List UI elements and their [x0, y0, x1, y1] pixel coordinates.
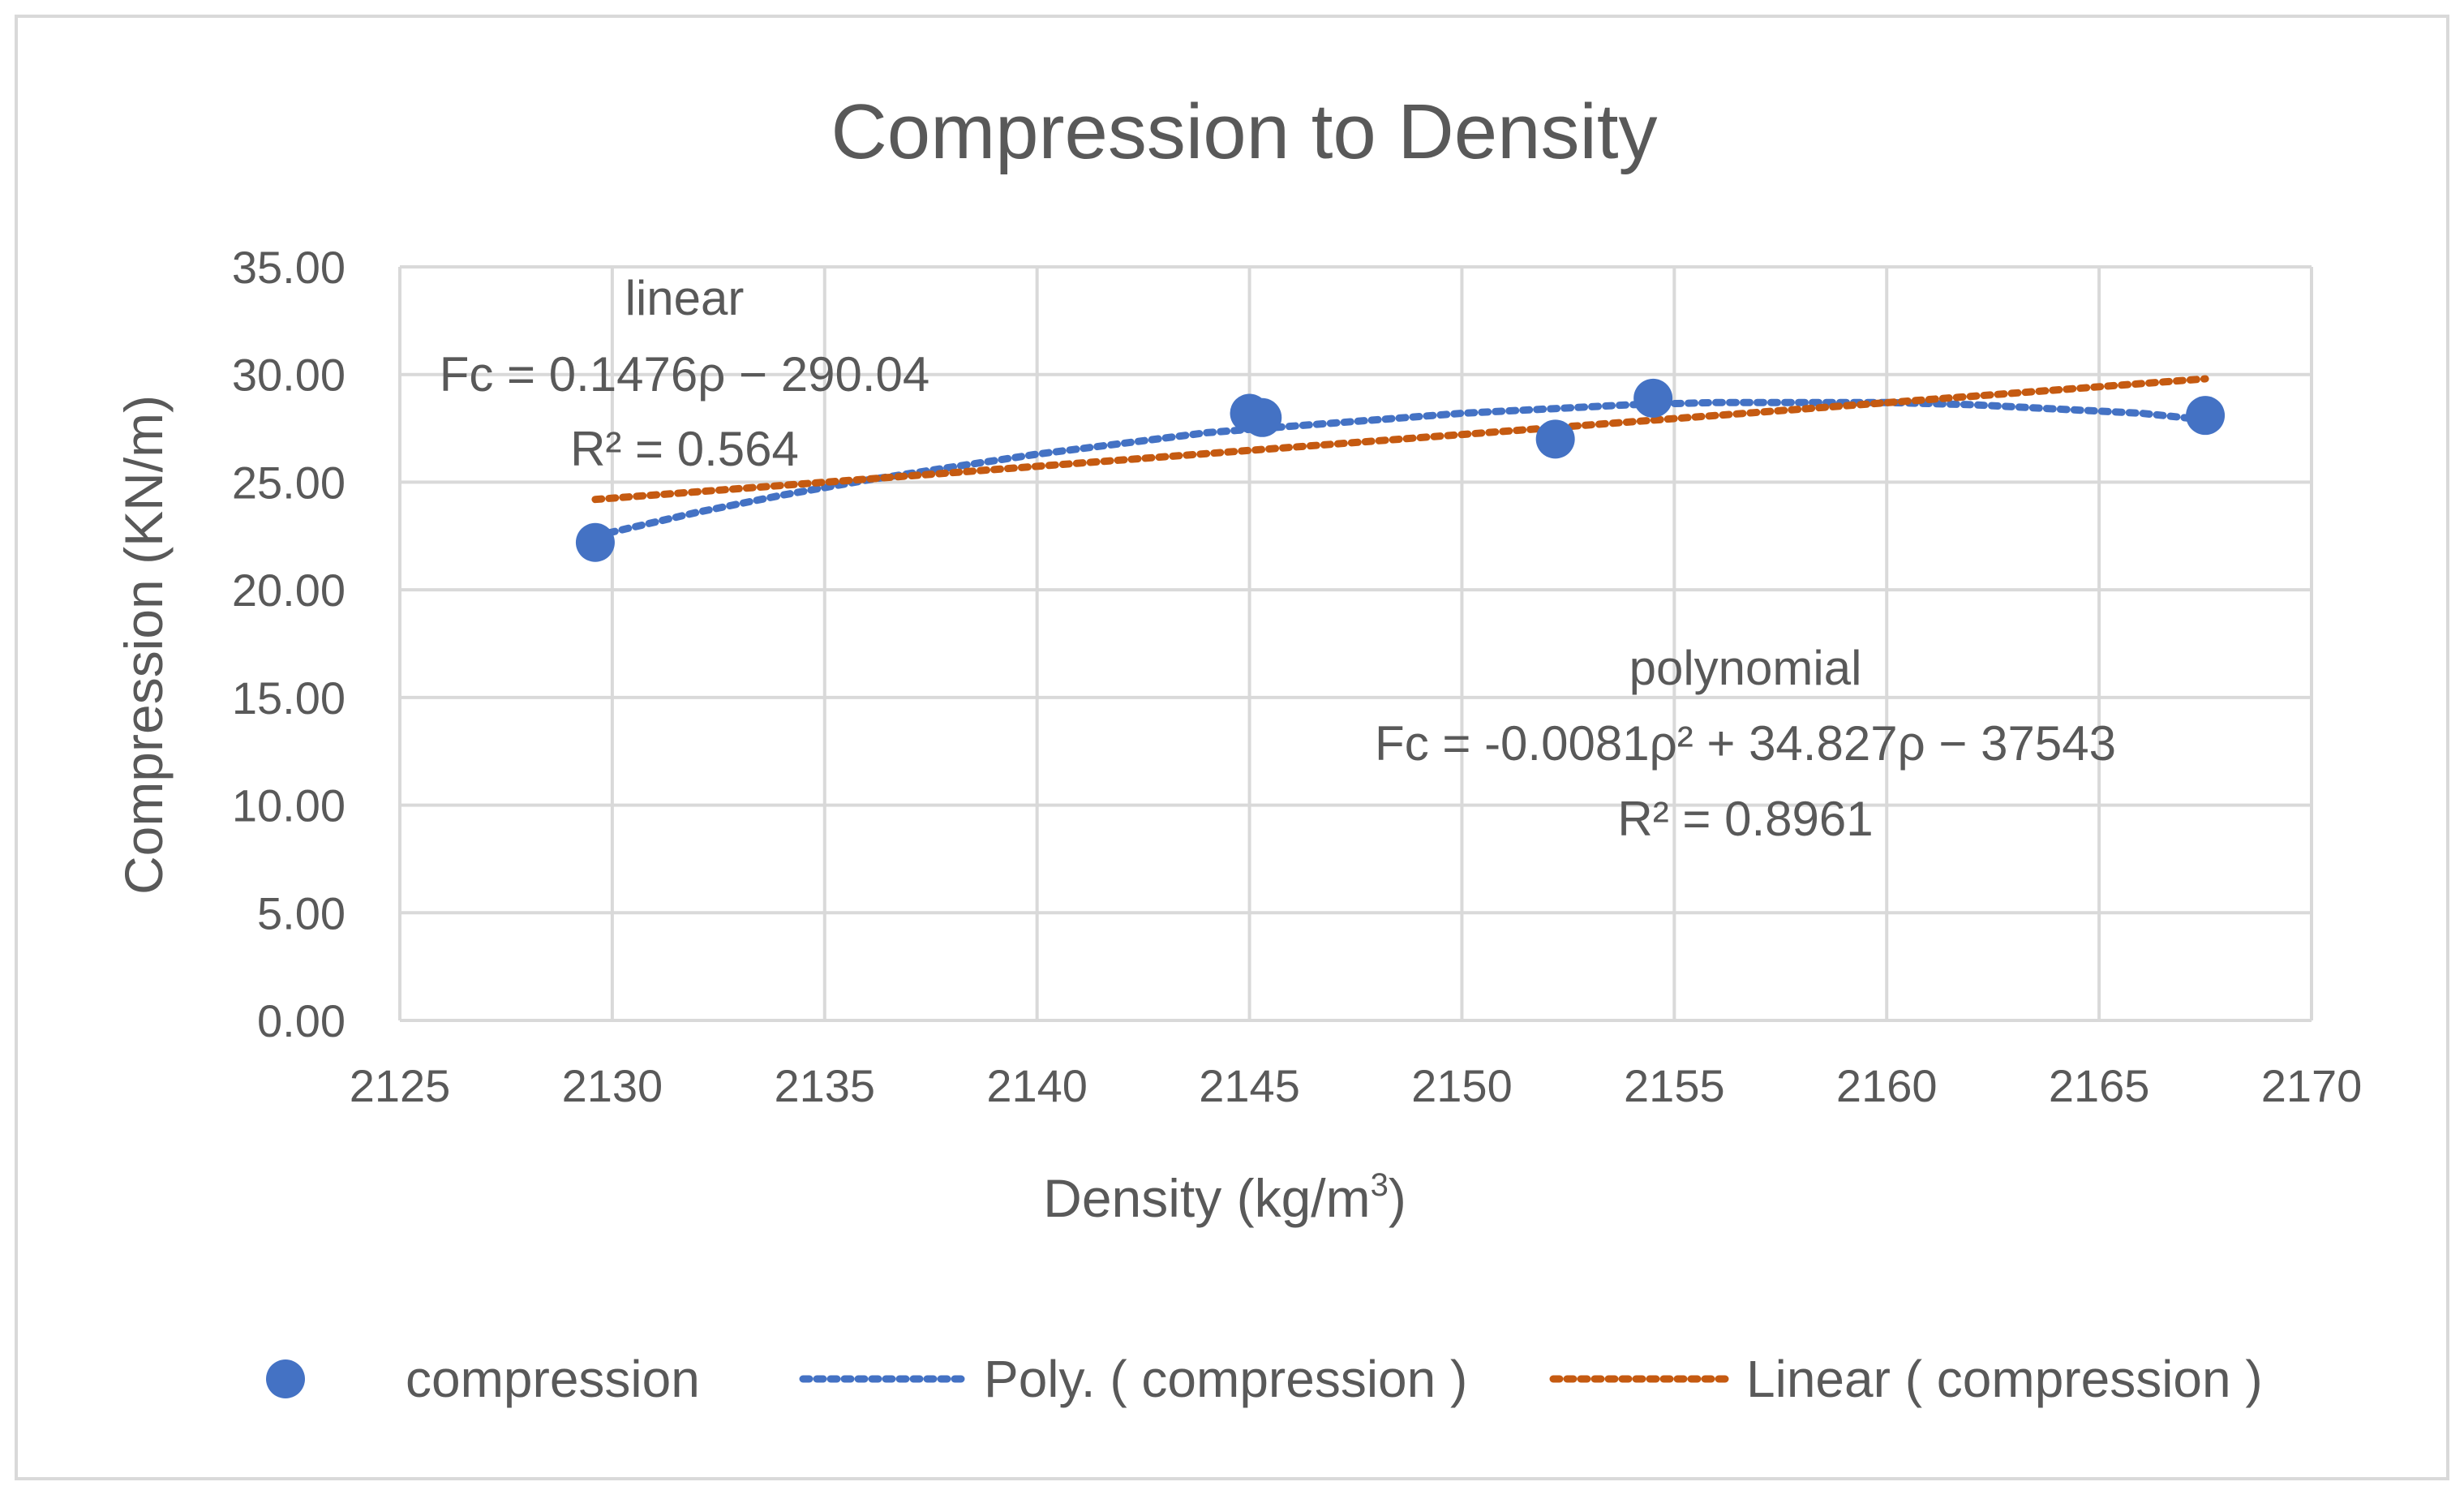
legend: compression Poly. ( compression ) Linear… [266, 1350, 2263, 1408]
data-point-5 [2186, 396, 2226, 436]
data-point-2 [1243, 397, 1282, 437]
x-tick-label-0: 2125 [350, 1060, 451, 1111]
chart-title: Compression to Density [831, 88, 1657, 175]
x-tick-label-9: 2170 [2261, 1060, 2363, 1111]
y-axis-label: Compression (KN/m) [114, 395, 174, 895]
linear-annotation: linear Fc = 0.1476ρ − 290.04 R² = 0.564 [440, 271, 930, 476]
chart-frame [15, 15, 2449, 1480]
x-axis-label-main: Density (kg/m [1043, 1168, 1370, 1228]
data-point-0 [575, 522, 615, 562]
y-tick-label-0: 0.00 [257, 995, 346, 1046]
x-tick-label-2: 2135 [774, 1060, 875, 1111]
x-tick-label-3: 2140 [986, 1060, 1088, 1111]
x-tick-label-5: 2150 [1411, 1060, 1513, 1111]
data-point-3 [1535, 419, 1575, 459]
x-tick-label-8: 2165 [2049, 1060, 2150, 1111]
poly-annotation-title: polynomial [1629, 641, 1862, 695]
poly-annotation-equation: Fc = -0.0081ρ² + 34.827ρ − 37543 [1375, 716, 2116, 771]
legend-marker-compression [266, 1359, 305, 1398]
y-tick-label-3: 15.00 [232, 672, 346, 724]
x-axis-label: Density (kg/m3) [1043, 1167, 1406, 1228]
data-points [575, 378, 2226, 562]
x-tick-label-7: 2160 [1836, 1060, 1938, 1111]
legend-label-linear: Linear ( compression ) [1746, 1350, 2263, 1408]
linear-trendline-group [591, 375, 2209, 504]
y-tick-label-7: 35.00 [232, 242, 346, 293]
linear-annotation-equation: Fc = 0.1476ρ − 290.04 [440, 347, 930, 402]
y-tick-label-6: 30.00 [232, 350, 346, 401]
data-point-4 [1633, 378, 1673, 418]
x-axis-label-end: ) [1389, 1168, 1406, 1228]
y-tick-label-1: 5.00 [257, 887, 346, 938]
polynomial-annotation: polynomial Fc = -0.0081ρ² + 34.827ρ − 37… [1375, 641, 2116, 846]
x-tick-label-4: 2145 [1199, 1060, 1300, 1111]
linear-trendline [591, 375, 2209, 504]
poly-annotation-r2: R² = 0.8961 [1617, 792, 1873, 846]
y-tick-label-5: 25.00 [232, 457, 346, 508]
linear-annotation-title: linear [625, 271, 745, 325]
x-axis-ticks: 2125 2130 2135 2140 2145 2150 2155 2160 2165 2170 [350, 1060, 2363, 1111]
legend-label-compression: compression [406, 1350, 700, 1408]
y-axis-ticks: 0.00 5.00 10.00 15.00 20.00 25.00 30.00 35.00 [232, 242, 346, 1046]
x-tick-label-1: 2130 [562, 1060, 663, 1111]
y-tick-label-2: 10.00 [232, 780, 346, 831]
x-axis-label-superscript: 3 [1371, 1167, 1389, 1203]
gridlines [398, 265, 2313, 1022]
y-tick-label-4: 20.00 [232, 565, 346, 616]
legend-label-poly: Poly. ( compression ) [984, 1350, 1467, 1408]
linear-annotation-r2: R² = 0.564 [570, 422, 799, 476]
x-tick-label-6: 2155 [1624, 1060, 1725, 1111]
